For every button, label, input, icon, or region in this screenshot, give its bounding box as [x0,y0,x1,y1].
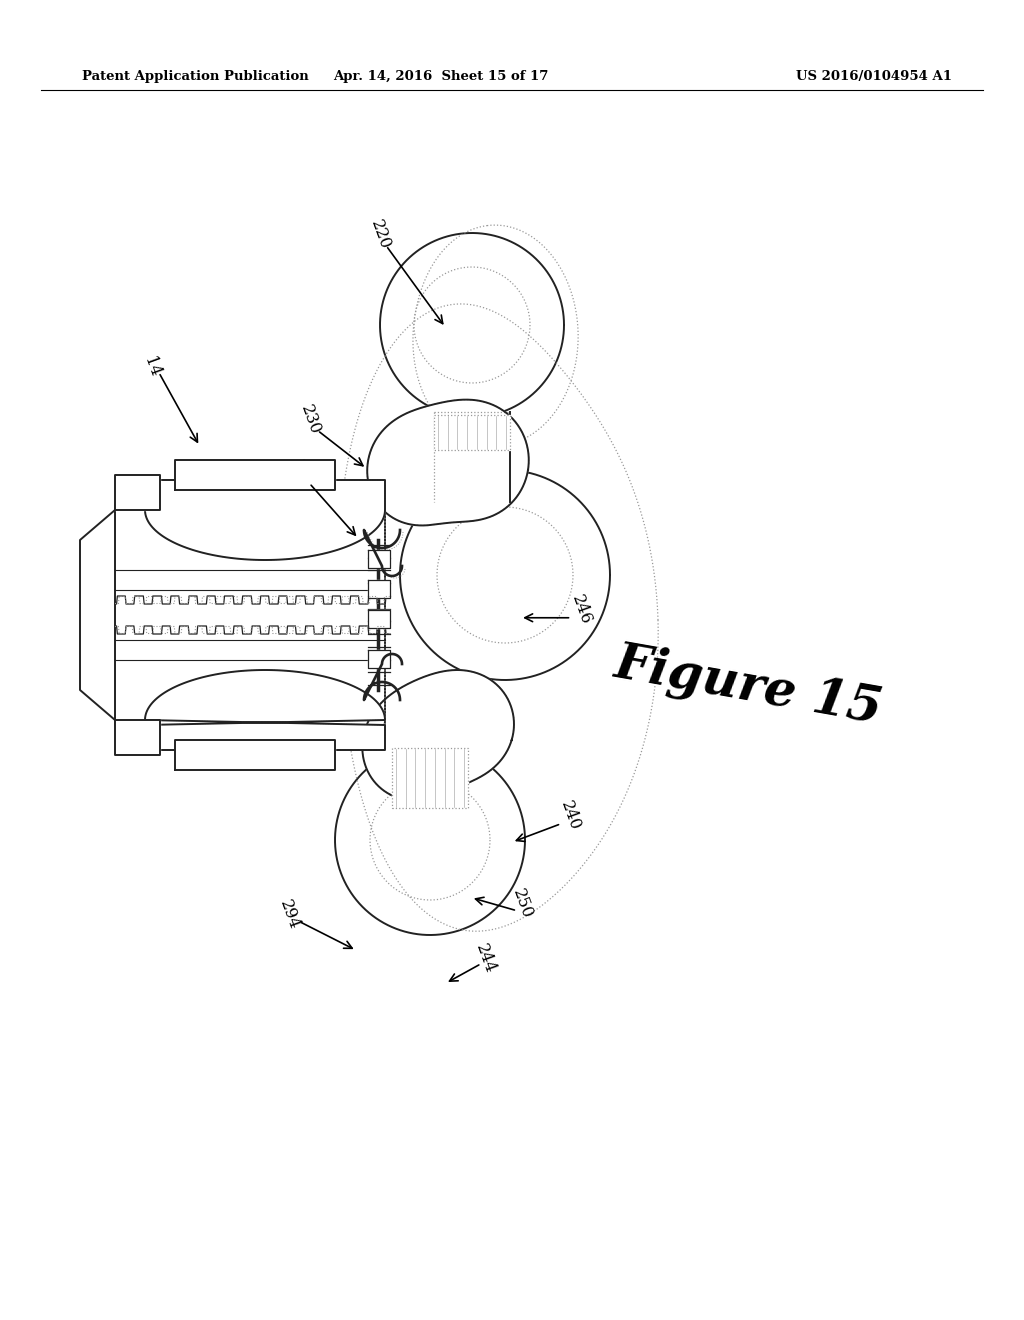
Text: 230: 230 [297,403,324,437]
Polygon shape [368,649,390,668]
Text: Figure 15: Figure 15 [609,639,886,734]
Polygon shape [115,480,385,750]
Text: 220: 220 [367,218,393,252]
Polygon shape [145,671,385,750]
Polygon shape [368,579,390,598]
Polygon shape [80,510,115,719]
Text: 246: 246 [568,593,595,627]
Text: 14: 14 [140,355,163,379]
Polygon shape [368,400,528,525]
Text: Patent Application Publication: Patent Application Publication [82,70,308,83]
Text: 244: 244 [472,941,499,975]
Polygon shape [434,414,510,450]
Polygon shape [175,741,335,770]
Polygon shape [362,671,514,800]
Polygon shape [368,550,390,568]
Text: US 2016/0104954 A1: US 2016/0104954 A1 [797,70,952,83]
Polygon shape [145,480,385,560]
Text: 240: 240 [557,799,584,833]
Polygon shape [115,475,160,510]
Text: 294: 294 [276,898,303,932]
Polygon shape [392,748,468,808]
Polygon shape [368,610,390,628]
Text: 250: 250 [509,887,536,921]
Polygon shape [115,719,160,755]
Text: 296: 296 [288,458,314,492]
Polygon shape [175,459,335,490]
Text: Apr. 14, 2016  Sheet 15 of 17: Apr. 14, 2016 Sheet 15 of 17 [333,70,548,83]
